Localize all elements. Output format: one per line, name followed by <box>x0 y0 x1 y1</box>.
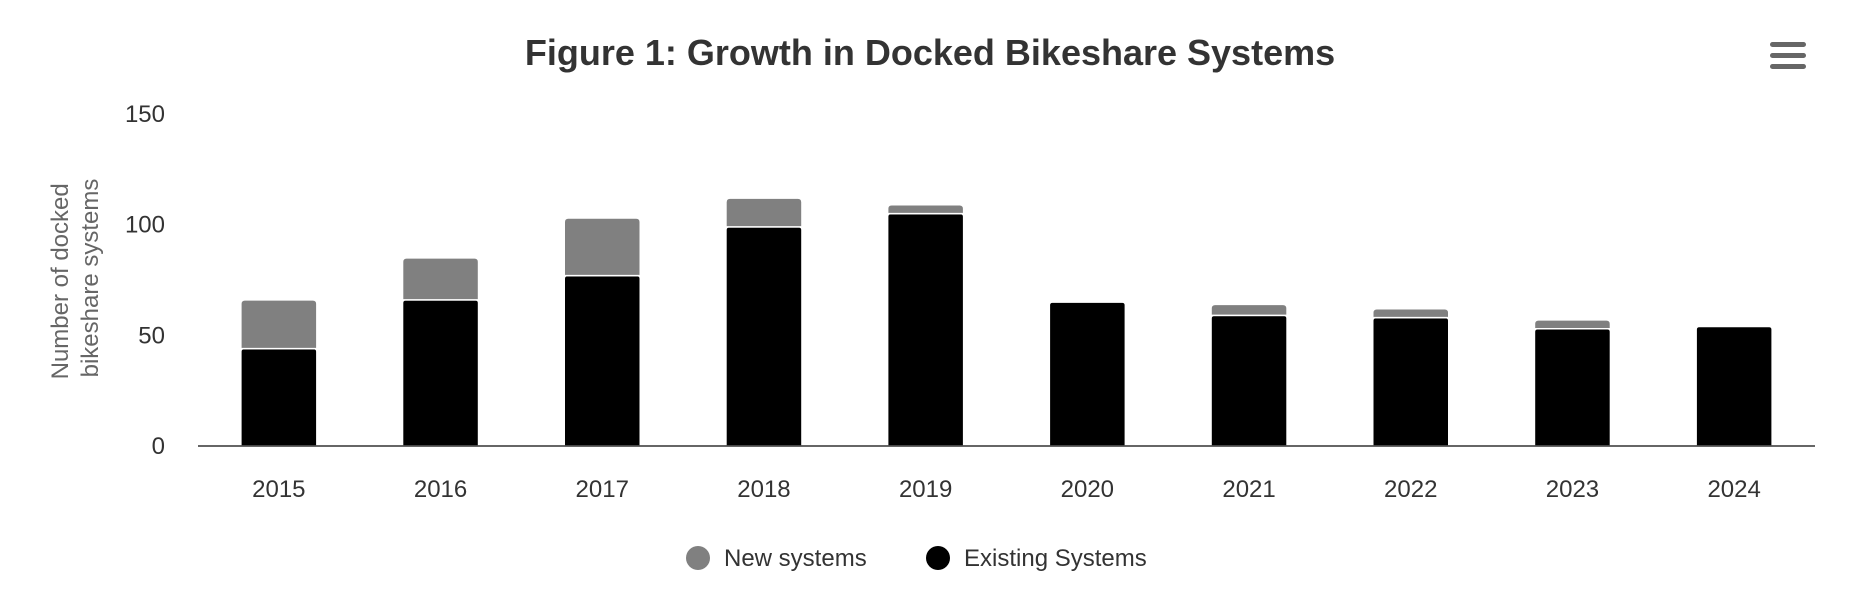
bar-new-2015 <box>240 299 318 350</box>
legend-marker <box>926 546 950 570</box>
y-tick-label: 0 <box>152 433 165 460</box>
x-tick-label: 2017 <box>576 476 629 503</box>
y-axis-ticks: 0 50 100 150 <box>125 101 165 460</box>
legend-marker <box>686 546 710 570</box>
bar-stack-2015 <box>240 299 318 447</box>
legend-label: Existing Systems <box>964 545 1147 572</box>
y-axis-title-line-1: Number of docked <box>47 183 74 379</box>
x-tick-label: 2019 <box>899 476 952 503</box>
x-tick-label: 2023 <box>1546 476 1599 503</box>
hamburger-menu-icon <box>1770 42 1806 69</box>
bars <box>240 197 1773 447</box>
bar-new-2017 <box>563 217 641 277</box>
bar-stack-2018 <box>725 197 803 447</box>
bar-stack-2019 <box>886 203 965 447</box>
x-tick-label: 2022 <box>1384 476 1437 503</box>
bar-stack-2023 <box>1533 319 1612 447</box>
x-axis-ticks: 2015 2016 2017 2018 2019 2020 2021 2022 2023 2024 <box>252 476 1761 503</box>
bar-existing-2016 <box>401 299 480 447</box>
x-tick-label: 2021 <box>1222 476 1275 503</box>
x-tick-label: 2024 <box>1707 476 1760 503</box>
hamburger-menu-button[interactable] <box>1770 42 1806 72</box>
y-tick-label: 50 <box>138 322 165 349</box>
bar-existing-2017 <box>563 274 641 447</box>
bar-stack-2024 <box>1695 325 1773 447</box>
y-tick-label: 100 <box>125 212 165 239</box>
bar-stack-2020 <box>1048 301 1127 447</box>
bar-existing-2020 <box>1048 301 1127 447</box>
y-axis-title-line-2: bikeshare systems <box>77 179 104 378</box>
x-tick-label: 2016 <box>414 476 467 503</box>
bar-stack-2022 <box>1372 308 1450 447</box>
bar-existing-2021 <box>1210 314 1288 447</box>
y-axis-title: Number of docked bikeshare systems <box>47 177 104 380</box>
legend-label: New systems <box>724 545 867 572</box>
bar-new-2019 <box>886 203 965 215</box>
bar-existing-2022 <box>1372 316 1450 447</box>
bar-existing-2015 <box>240 347 318 447</box>
x-tick-label: 2015 <box>252 476 305 503</box>
x-tick-label: 2020 <box>1061 476 1114 503</box>
legend: New systems Existing Systems <box>686 545 1147 572</box>
bar-existing-2019 <box>886 212 965 447</box>
bar-stack-2021 <box>1210 303 1288 447</box>
bar-new-2018 <box>725 197 803 228</box>
bar-existing-2018 <box>725 226 803 447</box>
bar-new-2022 <box>1372 308 1450 319</box>
x-tick-label: 2018 <box>737 476 790 503</box>
bar-existing-2024 <box>1695 325 1773 447</box>
bar-existing-2023 <box>1533 327 1612 447</box>
bar-new-2021 <box>1210 303 1288 317</box>
y-tick-label: 150 <box>125 101 165 128</box>
bar-stack-2017 <box>563 217 641 447</box>
bar-new-2016 <box>401 257 480 301</box>
bar-stack-2016 <box>401 257 480 447</box>
legend-item[interactable]: New systems <box>686 545 867 572</box>
legend-item[interactable]: Existing Systems <box>926 545 1147 572</box>
bar-new-2023 <box>1533 319 1612 330</box>
chart-title: Figure 1: Growth in Docked Bikeshare Sys… <box>525 32 1335 73</box>
